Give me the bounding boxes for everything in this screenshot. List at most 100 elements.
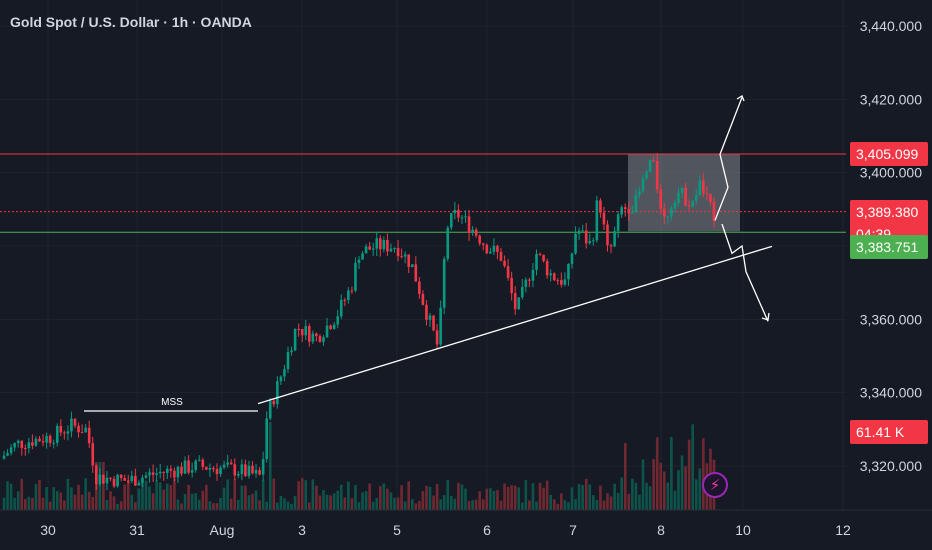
volume-bar	[20, 478, 24, 510]
candle-body	[109, 477, 112, 479]
volume-bar	[70, 487, 73, 510]
volume-bar	[403, 501, 407, 510]
candle-body	[403, 254, 407, 257]
volume-bar	[9, 483, 13, 510]
volume-bar	[702, 438, 705, 510]
volume-bar	[158, 482, 162, 510]
volume-bar	[609, 496, 613, 510]
candle-body	[471, 229, 474, 233]
candle-body	[237, 473, 240, 476]
volume-bar	[300, 478, 304, 510]
volume-bar	[347, 481, 350, 510]
volume-bar	[166, 483, 169, 510]
volume-bar	[364, 491, 368, 510]
volume-bar	[173, 478, 176, 510]
candle-body	[205, 466, 208, 470]
time-axis: 30 31 Aug 3 5 6 7 8 10 12	[0, 509, 932, 538]
candle-body	[102, 474, 105, 484]
candle-body	[432, 315, 435, 331]
volume-bar	[485, 488, 489, 510]
volume-bar	[577, 484, 581, 510]
candle-body	[251, 465, 254, 474]
volume-bar	[620, 477, 623, 510]
candle-body	[187, 460, 190, 473]
volume-bar	[148, 486, 151, 510]
candle-body	[180, 466, 183, 474]
volume-bar	[613, 483, 616, 510]
candle-body	[304, 326, 308, 336]
volume-bar	[513, 485, 517, 510]
volume-bar	[410, 499, 414, 510]
symbol-header[interactable]: Gold Spot / U.S. Dollar · 1h · OANDA	[10, 14, 252, 30]
volume-bar	[98, 462, 102, 510]
volume-bar	[13, 497, 16, 510]
volume-bar	[219, 497, 222, 510]
volume-bar	[545, 480, 549, 510]
volume-bar	[80, 494, 84, 510]
candle-body	[485, 244, 489, 254]
candle-body	[659, 189, 663, 209]
support-price-tag: 3,383.751	[850, 235, 928, 260]
lightning-icon[interactable]: ⚡	[702, 472, 728, 498]
bearish-arrow-head	[761, 312, 770, 321]
volume-bar	[560, 493, 563, 510]
candle-body	[73, 418, 77, 426]
volume-bar	[396, 497, 400, 510]
candle-body	[464, 216, 467, 218]
volume-bar	[215, 503, 219, 510]
candle-body	[655, 160, 659, 190]
candle-body	[702, 180, 705, 194]
candle-body	[105, 477, 109, 484]
volume-bar	[499, 500, 503, 510]
volume-bar	[176, 499, 180, 510]
volume-bar	[464, 488, 467, 510]
candle-body	[677, 192, 680, 203]
candle-body	[183, 460, 187, 474]
volume-bar	[521, 502, 524, 510]
volume-bar	[691, 424, 694, 510]
candle-body	[130, 475, 134, 482]
candle-body	[663, 208, 666, 217]
trendline-drawings: MSS	[84, 95, 773, 412]
volume-bar	[276, 502, 279, 510]
volume-bar	[290, 503, 293, 510]
volume-bar	[457, 482, 460, 510]
candle-body	[584, 230, 588, 244]
volume-bar	[31, 497, 34, 510]
volume-bar	[91, 497, 95, 510]
candle-body	[581, 230, 584, 232]
volume-bar	[407, 481, 410, 510]
volume-bar	[467, 501, 471, 510]
candle-body	[538, 253, 542, 255]
volume-bar	[673, 490, 677, 510]
volume-bar	[432, 495, 435, 510]
candle-body	[70, 418, 73, 432]
candle-body	[414, 264, 418, 282]
time-tick-label: Aug	[210, 522, 235, 538]
candle-body	[59, 425, 63, 433]
volume-bar	[694, 479, 698, 510]
candle-body	[34, 438, 38, 446]
volume-bar	[119, 501, 123, 510]
candle-body	[254, 470, 258, 474]
time-tick-label: 5	[393, 522, 401, 538]
candle-body	[606, 224, 609, 246]
candle-body	[318, 336, 322, 342]
volume-bar	[258, 500, 261, 510]
volume-bar	[237, 499, 240, 510]
price-tick-label: 3,340.000	[860, 385, 922, 401]
volume-bar	[375, 498, 379, 510]
volume-bar	[34, 483, 38, 510]
volume-bar	[283, 498, 286, 510]
volume-bar	[393, 497, 396, 510]
candle-body	[595, 200, 599, 241]
candle-body	[602, 212, 606, 225]
volume-bar	[648, 486, 652, 510]
volume-bar	[556, 503, 560, 510]
volume-bar	[584, 478, 588, 510]
time-tick-label: 31	[129, 522, 145, 538]
time-tick-label: 7	[569, 522, 577, 538]
volume-bar	[286, 501, 290, 510]
price-tick-label: 3,320.000	[860, 458, 922, 474]
